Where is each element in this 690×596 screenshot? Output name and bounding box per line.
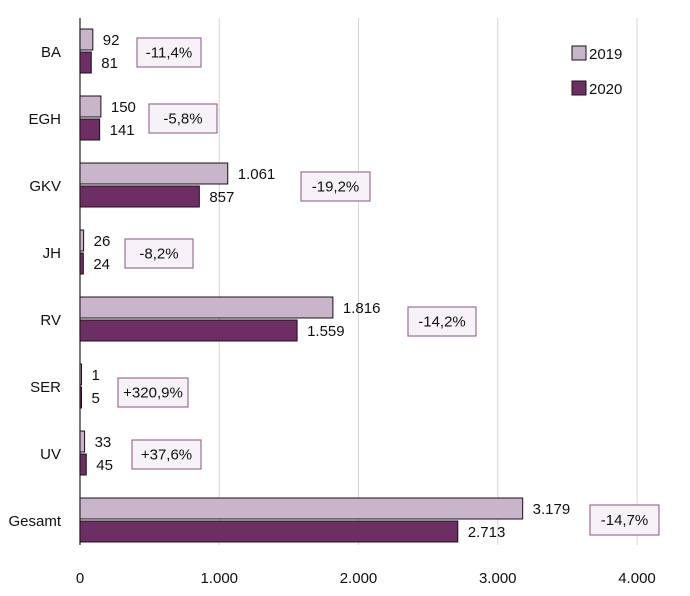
bar-rv-2020: [79, 319, 298, 342]
change-badge-ser: +320,9%: [117, 377, 189, 408]
data-label-rv-2020: 1.559: [307, 323, 345, 340]
change-badge-ba: -11,4%: [136, 37, 202, 68]
bar-gkv-2020: [79, 185, 200, 208]
bar-ba-2019: [79, 28, 94, 51]
change-labels: -11,4% -5,8% -19,2% -8,2% -14,2% +320,9% +37,6…: [117, 37, 660, 536]
legend: 2019 2020: [571, 45, 622, 98]
change-label-uv: +37,6%: [141, 447, 192, 464]
data-label-gesamt-2019: 3.179: [533, 501, 571, 518]
bar-uv-2020: [79, 453, 87, 476]
data-label-ba-2020: 81: [101, 55, 118, 72]
x-tick-label-1.000: 1.000: [200, 570, 238, 587]
change-badge-box-ba: [136, 37, 202, 68]
change-label-ser: +320,9%: [123, 385, 183, 402]
change-badge-egh: -5,8%: [148, 103, 218, 134]
bar-gesamt-2020: [79, 520, 459, 543]
category-label-gesamt: Gesamt: [8, 513, 61, 530]
change-badge-box-gkv: [300, 171, 371, 202]
category-label-jh: JH: [43, 245, 61, 262]
bar-uv-2019: [79, 430, 86, 453]
bar-gkv-2019: [79, 162, 229, 185]
change-badge-rv: -14,2%: [407, 306, 477, 337]
bar-gesamt-2019: [79, 497, 524, 520]
x-tick-label-3.000: 3.000: [479, 570, 517, 587]
x-tick-label-2.000: 2.000: [340, 570, 378, 587]
category-label-ba: BA: [41, 44, 61, 61]
change-label-gesamt: -14,7%: [601, 512, 649, 529]
x-tick-label-0: 0: [76, 570, 84, 587]
legend-swatch-2020: [571, 80, 587, 96]
change-label-rv: -14,2%: [418, 314, 466, 331]
data-label-jh-2019: 26: [94, 233, 111, 250]
bar-rv-2019: [79, 296, 334, 319]
bar-ser-2020: [79, 386, 82, 409]
legend-swatch-2019: [571, 45, 587, 61]
data-label-uv-2019: 33: [95, 434, 112, 451]
data-label-gkv-2020: 857: [209, 189, 234, 206]
bar-jh-2019: [79, 229, 85, 252]
bar-ser-2019: [79, 363, 82, 386]
change-badge-box-gesamt: [589, 504, 660, 536]
data-label-egh-2020: 141: [110, 122, 135, 139]
bar-jh-2020: [79, 252, 84, 275]
data-label-jh-2020: 24: [93, 256, 110, 273]
category-label-ser: SER: [30, 379, 61, 396]
gridlines: [218, 18, 638, 545]
change-badge-uv: +37,6%: [131, 439, 202, 470]
change-badge-jh: -8,2%: [124, 238, 194, 269]
change-badge-box-uv: [131, 439, 202, 470]
change-label-ba: -11,4%: [146, 45, 192, 62]
change-label-gkv: -19,2%: [312, 179, 360, 196]
data-label-rv-2019: 1.816: [343, 300, 381, 317]
category-label-uv: UV: [40, 446, 61, 463]
data-label-gesamt-2020: 2.713: [468, 524, 506, 541]
category-label-rv: RV: [40, 312, 61, 329]
change-badge-box-jh: [124, 238, 194, 269]
category-label-gkv: GKV: [29, 178, 61, 195]
bar-egh-2019: [79, 95, 102, 118]
change-label-egh: -5,8%: [163, 111, 202, 128]
change-badge-box-ser: [117, 377, 189, 408]
change-badge-box-rv: [407, 306, 477, 337]
change-label-jh: -8,2%: [139, 246, 178, 263]
bar-ba-2020: [79, 51, 92, 74]
legend-label-2019: 2019: [589, 46, 622, 63]
x-tick-label-4.000: 4.000: [618, 570, 656, 587]
change-badge-box-egh: [148, 103, 218, 134]
bars: [79, 28, 524, 543]
data-label-ser-2020: 5: [92, 390, 100, 407]
change-badge-gkv: -19,2%: [300, 171, 371, 202]
data-label-uv-2020: 45: [96, 457, 113, 474]
data-label-ba-2019: 92: [103, 32, 120, 49]
x-axis-ticks: 0 1.000 2.000 3.000 4.000: [76, 570, 656, 587]
bar-egh-2020: [79, 118, 101, 141]
category-label-egh: EGH: [28, 111, 61, 128]
data-label-gkv-2019: 1.061: [238, 166, 276, 183]
change-badge-gesamt: -14,7%: [589, 504, 660, 536]
data-label-ser-2019: 1: [92, 367, 100, 384]
category-labels: BA EGH GKV JH RV SER UV Gesamt: [8, 44, 61, 530]
legend-label-2020: 2020: [589, 81, 622, 98]
data-label-egh-2019: 150: [111, 99, 136, 116]
